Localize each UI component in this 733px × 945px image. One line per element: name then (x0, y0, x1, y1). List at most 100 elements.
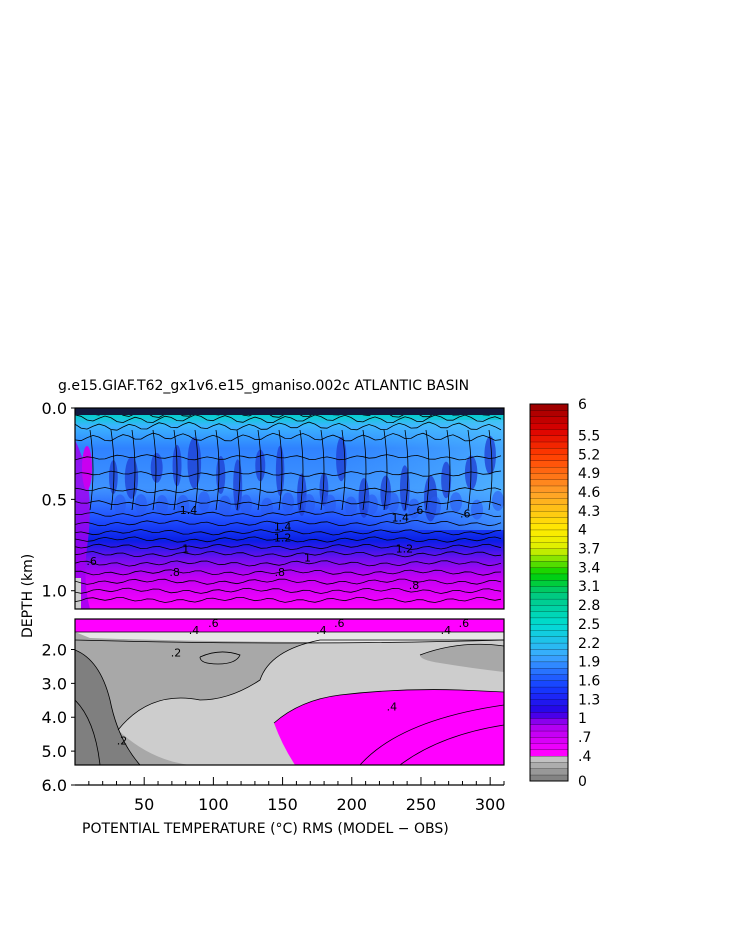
western-boundary-core (82, 446, 92, 490)
contour-line (320, 429, 325, 511)
colorbar-swatch (529, 617, 569, 625)
contour-line (199, 651, 241, 665)
colorbar-swatch (529, 516, 569, 524)
eddy-core (324, 494, 336, 515)
contour-label: .8 (169, 566, 180, 579)
colorbar-swatch (529, 548, 569, 556)
colorbar-label: 4.9 (578, 466, 600, 482)
contour-label: .2 (171, 646, 182, 659)
contour-line (215, 429, 220, 511)
x-tick-label: 250 (406, 795, 437, 814)
contour-line (194, 429, 199, 511)
colorbar-label: 1.9 (578, 655, 600, 671)
contour-label: .4 (189, 624, 200, 637)
eddy-core (366, 494, 378, 515)
colorbar-swatch (529, 749, 569, 757)
contour-label: .2 (117, 734, 128, 747)
x-axis-label: POTENTIAL TEMPERATURE (°C) RMS (MODEL − … (82, 821, 449, 837)
contour-label: .6 (334, 617, 345, 630)
contour-label: .6 (413, 504, 424, 517)
colorbar-swatch (529, 429, 569, 436)
colorbar-swatch (529, 661, 569, 669)
contour-label: 1.2 (274, 531, 292, 544)
contour-line (404, 429, 409, 511)
upper-panel-surface-band (75, 408, 504, 415)
y-tick-label: 0.0 (42, 399, 67, 418)
colorbar-swatch (529, 604, 569, 612)
upper-layer-transition (75, 632, 504, 643)
contour-label: 1.4 (180, 504, 198, 517)
contour-line (75, 499, 502, 507)
y-axis-label: DEPTH (km) (20, 554, 36, 638)
colorbar-label: 1.6 (578, 673, 600, 689)
colorbar-label: 4.6 (578, 485, 600, 501)
eddy-core (399, 465, 410, 512)
contour-line (446, 429, 451, 511)
colorbar-swatch (529, 598, 569, 606)
lower-panel-frame (74, 618, 505, 766)
colorbar-swatch (529, 560, 569, 568)
colorbar-swatch (529, 554, 569, 562)
eddy-core (135, 494, 147, 515)
y-tick-label: 1.0 (42, 582, 67, 601)
colorbar-swatch (529, 623, 569, 631)
colorbar-swatch (529, 447, 569, 455)
region-low-rms (75, 650, 140, 765)
colorbar-label: 2.2 (578, 636, 600, 652)
colorbar-swatch (529, 630, 569, 637)
contour-line (75, 432, 502, 442)
colorbar-swatch (529, 579, 569, 587)
colorbar-swatch (529, 523, 569, 531)
colorbar-swatch (529, 498, 569, 505)
colorbar-swatch (529, 768, 569, 776)
contour-line (75, 421, 502, 431)
contour-line (278, 429, 283, 511)
colorbar-swatch (529, 510, 569, 518)
contour-line (362, 429, 367, 511)
contour-line (488, 429, 493, 511)
colorbar-swatch (529, 441, 569, 449)
eddy-core (408, 498, 420, 519)
colorbar-swatch (529, 416, 569, 424)
colorbar-swatch (529, 667, 569, 675)
eddy-core (484, 436, 496, 475)
colorbar-label: 3.1 (578, 579, 600, 595)
colorbar-label: 1.3 (578, 692, 600, 708)
upper-layer-high-rms (75, 619, 504, 632)
colorbar-swatch (529, 592, 569, 600)
colorbar-label: .7 (578, 730, 591, 746)
colorbar-swatch (529, 755, 569, 763)
colorbar-label: .4 (578, 749, 591, 765)
contour-line (273, 689, 504, 724)
eddy-core (114, 494, 126, 515)
colorbar-label: 4.3 (578, 504, 600, 520)
contour-line (75, 639, 504, 644)
eddy-core (156, 494, 168, 515)
eddy-core (450, 492, 462, 513)
contour-line (75, 649, 141, 765)
contour-line (257, 429, 262, 511)
colorbar-label: 2.8 (578, 598, 600, 614)
contour-line (131, 429, 136, 511)
upper-panel (75, 408, 504, 609)
upper-panel-sw-corner (75, 578, 81, 609)
eddy-core (303, 494, 315, 515)
contour-line (75, 454, 502, 461)
colorbar-swatch (529, 648, 569, 656)
eddy-core (109, 460, 118, 494)
colorbar (529, 403, 569, 782)
contour-label: 1 (304, 551, 311, 564)
contour-label: .8 (409, 579, 420, 592)
x-tick-label: 300 (475, 795, 506, 814)
eddy-core (240, 494, 252, 515)
colorbar-swatch (529, 567, 569, 575)
eddy-core (219, 495, 231, 516)
colorbar-swatch (529, 491, 569, 499)
contour-line (110, 429, 115, 511)
eddy-core (177, 494, 189, 515)
contour-line (75, 470, 502, 477)
x-tick-label: 50 (134, 795, 154, 814)
x-tick-label: 100 (198, 795, 229, 814)
colorbar-swatch (529, 454, 569, 461)
colorbar-swatch (529, 535, 569, 543)
